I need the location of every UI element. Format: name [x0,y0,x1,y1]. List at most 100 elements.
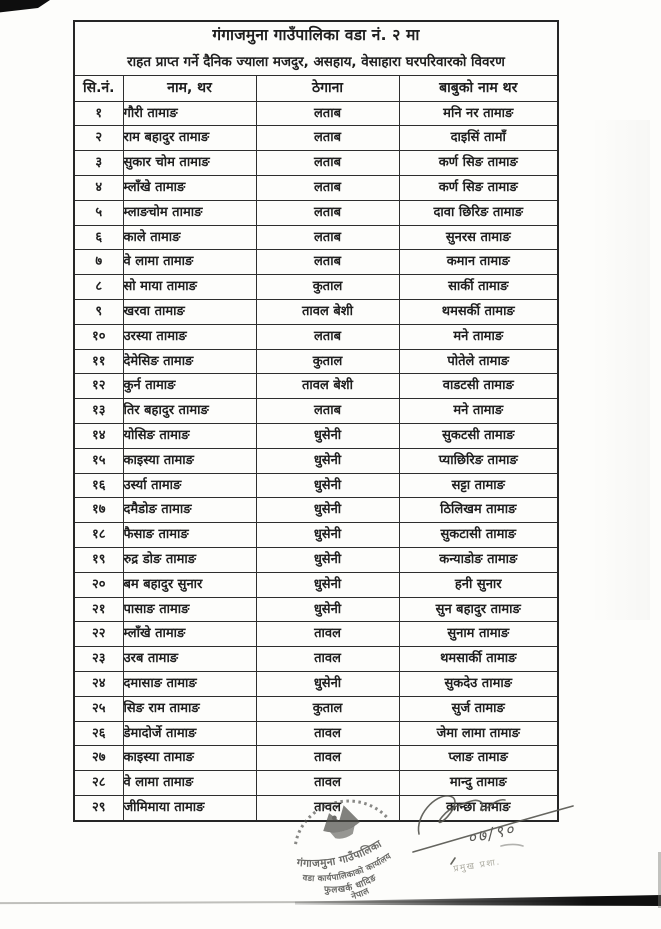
name-cell: पासाङ तामाङ [122,596,257,623]
serial-cell: १३ [73,398,124,424]
father-name-cell: मने तामाङ [398,323,559,350]
father-name-cell: सार्की तामाङ [398,274,559,300]
table-row: २७ काइस्या तामाङ तावल प्लाङ तामाङ [73,745,559,772]
relief-recipients-table: गंगाजमुना गाउँपालिका वडा नं. २ मा राहत प… [73,20,559,822]
table-row: १६ उर्स्या तामाङ धुसेनी सट्टा तामाङ [73,472,559,499]
serial-cell: १५ [73,447,124,474]
column-header-address: ठेगाना [255,74,400,102]
serial-cell: १० [73,323,124,350]
father-name-cell: सुकटासी तामाङ [398,522,559,548]
name-cell: फैसाङ तामाङ [122,522,257,548]
father-name-cell: जेमा लामा तामाङ [398,720,559,747]
father-name-cell: प्याछिरिङ तामाङ [398,447,559,474]
name-cell: म्लाँखे तामाङ [122,174,257,201]
name-cell: वे लामा तामाङ [122,770,257,796]
table-row: ७ वे लामा तामाङ लताब कमान तामाङ [73,249,559,276]
signature-scrawl [412,795,574,865]
serial-cell: २६ [73,720,124,747]
table-row: ८ सो माया तामाङ कुताल सार्की तामाङ [73,274,559,300]
serial-cell: ६ [73,224,124,251]
table-row: २० बम बहादुर सुनार धुसेनी हनी सुनार [73,571,559,598]
serial-cell: १९ [73,546,124,573]
serial-cell: १७ [73,497,124,524]
table-row: १० उरस्या तामाङ लताब मने तामाङ [73,323,559,350]
serial-cell: १४ [73,422,124,449]
scan-artifact-edge [658,852,661,908]
address-cell: कुताल [255,695,400,722]
serial-cell: ५ [73,199,124,226]
name-cell: काइस्या तामाङ [122,447,257,474]
father-name-cell: थमसार्की तामाङ [398,646,559,672]
name-cell: वे लामा तामाङ [122,249,257,276]
table-row: ९ खरवा तामाङ तावल बेशी थमसर्की तामाङ [73,298,559,325]
address-cell: धुसेनी [255,596,400,623]
table-row: १२ कुर्न तामाङ तावल बेशी वाडटसी तामाङ [73,373,559,400]
table-row: १८ फैसाङ तामाङ धुसेनी सुकटासी तामाङ [73,522,559,548]
father-name-cell: सुकदेउ तामाङ [398,670,559,697]
address-cell: तावल [255,646,400,672]
address-cell: धुसेनी [255,447,400,474]
father-name-cell: सुकटसी तामाङ [398,422,559,449]
father-name-cell: सुर्ज तामाङ [398,695,559,722]
name-cell: उरस्या तामाङ [122,323,257,350]
name-cell: जीमिमाया तामाङ [122,794,257,822]
table-row: १९ रुद्र डोङ तामाङ धुसेनी कन्याडोङ तामाङ [73,546,559,573]
serial-cell: २८ [73,770,124,796]
name-cell: काले तामाङ [122,224,257,251]
father-name-cell: मने तामाङ [398,398,559,424]
table-row: २६ डेमादोर्जे तामाङ तावल जेमा लामा तामाङ [73,720,559,747]
title-row: गंगाजमुना गाउँपालिका वडा नं. २ मा राहत प… [73,20,559,76]
table-row: २८ वे लामा तामाङ तावल मान्दु तामाङ [73,770,559,796]
table-body: गंगाजमुना गाउँपालिका वडा नं. २ मा राहत प… [73,20,559,822]
father-name-cell: मान्दु तामाङ [398,770,559,796]
address-cell: धुसेनी [255,670,400,697]
name-cell: कुर्न तामाङ [122,373,257,400]
father-name-cell: सट्टा तामाङ [398,472,559,499]
father-name-cell: कर्ण सिङ तामाङ [398,150,559,176]
name-cell: राम बहादुर तामाङ [122,125,257,152]
stamp-graphic: गंगाजमुना गाउँपालिका वडा कार्यपालिकाको क… [293,799,396,903]
name-cell: सिङ राम तामाङ [122,695,257,722]
serial-cell: ३ [73,150,124,176]
serial-cell: २० [73,571,124,598]
name-cell: उरब तामाङ [122,646,257,672]
table-row: १४ योसिङ तामाङ धुसेनी सुकटसी तामाङ [73,422,559,449]
address-cell: लताब [255,174,400,201]
address-cell: धुसेनी [255,571,400,598]
father-name-cell: मनि नर तामाङ [398,100,559,127]
address-cell: तावल बेशी [255,298,400,325]
table-row: २५ सिङ राम तामाङ कुताल सुर्ज तामाङ [73,695,559,722]
serial-cell: ८ [73,274,124,300]
serial-cell: १२ [73,373,124,400]
name-cell: डेमादोर्जे तामाङ [122,720,257,747]
table-row: ३ सुकार चोम तामाङ लताब कर्ण सिङ तामाङ [73,150,559,176]
serial-cell: १८ [73,522,124,548]
column-header-serial: सि.नं. [73,74,124,102]
address-cell: लताब [255,199,400,226]
address-cell: तावल [255,720,400,747]
name-cell: योसिङ तामाङ [122,422,257,449]
address-cell: लताब [255,125,400,152]
scan-artifact-corner [0,0,50,13]
name-cell: काइस्या तामाङ [122,745,257,772]
address-cell: लताब [255,398,400,424]
table-row: २२ म्लाँखे तामाङ तावल सुनाम तामाङ [73,621,559,648]
address-cell: धुसेनी [255,522,400,548]
serial-cell: २१ [73,596,124,623]
father-name-cell: कमान तामाङ [398,249,559,276]
name-cell: म्लाँखे तामाङ [122,621,257,648]
serial-cell: २७ [73,745,124,772]
table-row: १७ दमैडोङ तामाङ धुसेनी ठिलिखम तामाङ [73,497,559,524]
table-row: ५ म्लाङचोम तामाङ लताब दावा छिरिङ तामाङ [73,199,559,226]
name-cell: खरवा तामाङ [122,298,257,325]
stamp-emblem-icon [323,805,361,839]
name-cell: सो माया तामाङ [122,274,257,300]
father-name-cell: दाइसिं तामाँ [398,125,559,152]
name-cell: देमेसिङ तामाङ [122,348,257,375]
name-cell: उर्स्या तामाङ [122,472,257,499]
serial-cell: ११ [73,348,124,375]
address-cell: लताब [255,249,400,276]
father-name-cell: थमसर्की तामाङ [398,298,559,325]
office-round-stamp: गंगाजमुना गाउँपालिका वडा कार्यपालिकाको क… [263,771,429,925]
header-row: सि.नं. नाम, थर ठेगाना बाबुको नाम थर [73,74,559,102]
